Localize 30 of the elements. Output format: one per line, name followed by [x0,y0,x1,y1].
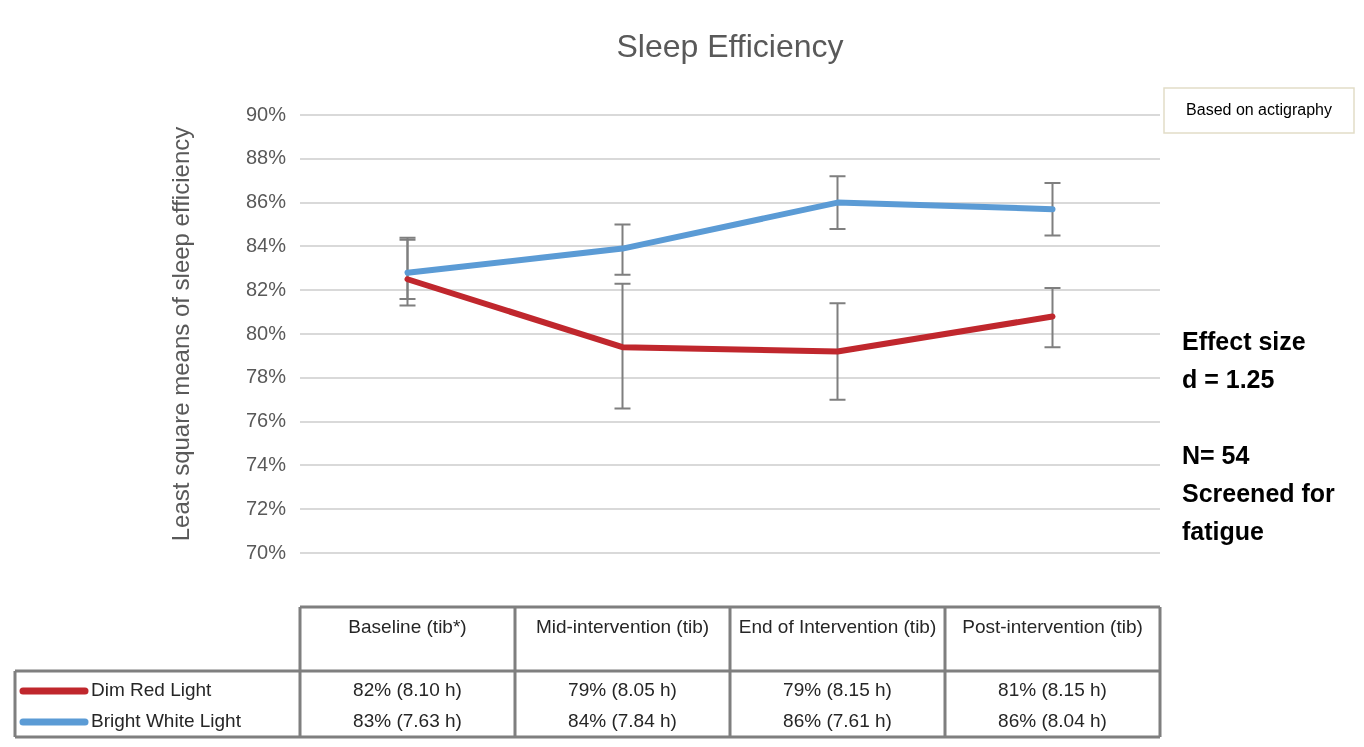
text: Based on actigraphy [1186,100,1332,118]
data-label: 79% (8.05 h) [568,679,677,701]
text: N= 54 Screened for fatigue [1182,440,1336,545]
data-label: 86% (8.04 h) [998,710,1107,732]
y-tick-label: 72% [245,496,287,519]
x-tick-label: End of Intervention (tib) [738,616,937,638]
y-tick-label: 70% [245,540,287,563]
y-tick-label: 76% [245,409,287,432]
chart-title: Sleep Efficiency [616,27,844,64]
data-label: 81% (8.15 h) [998,679,1107,701]
y-tick-label: 74% [245,452,287,475]
text: Effect size d = 1.25 [1182,326,1306,393]
legend-label: Dim Red Light [91,679,213,701]
data-label: 86% (7.61 h) [783,710,892,732]
y-tick-label: 86% [245,190,287,213]
data-label: 82% (8.10 h) [353,679,462,701]
data-label: 83% (7.63 h) [353,710,462,732]
y-tick-label: 82% [245,277,287,300]
y-tick-label: 88% [245,146,287,169]
x-tick-label: Baseline (tib*) [348,616,467,638]
x-tick-label: Mid-intervention (tib) [535,616,710,638]
y-tick-label: 78% [245,365,287,388]
data-label: 84% (7.84 h) [568,710,677,732]
y-tick-label: 84% [245,233,287,256]
data-label: 79% (8.15 h) [783,679,892,701]
legend-label: Bright White Light [91,710,242,732]
y-tick-label: 80% [245,321,287,344]
y-axis-title: Least square means of sleep efficiency [167,126,195,542]
x-tick-label: Post-intervention (tib) [962,616,1143,638]
y-tick-label: 90% [245,102,287,125]
